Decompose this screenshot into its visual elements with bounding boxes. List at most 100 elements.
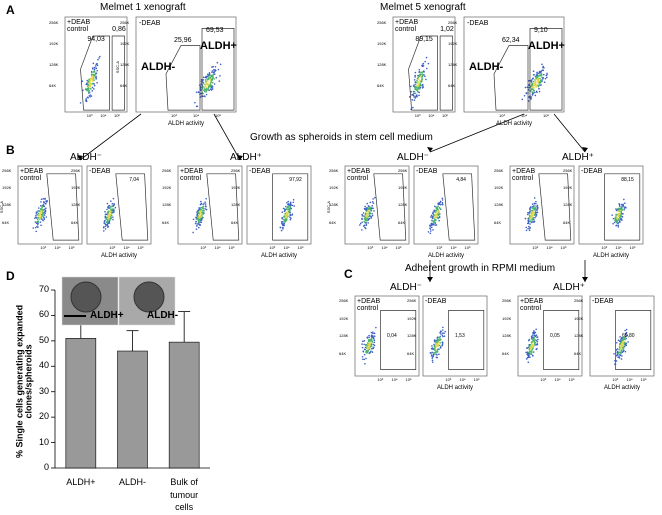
gate-value: 4,84 [456,177,466,183]
event-dot [366,213,369,216]
event-dot [108,204,110,207]
x-tick-label: 10⁴ [521,113,528,118]
event-dot [433,205,436,208]
event-dot [37,222,39,224]
y-tick-label: 128K [329,202,339,208]
event-dot [621,337,623,340]
event-dot [617,213,619,215]
event-dot [365,357,367,360]
event-dot [622,348,624,350]
x-tick-label: 10⁵ [113,113,121,118]
event-dot [364,212,367,214]
event-dot [534,94,537,97]
event-dot [531,82,534,85]
gate [529,28,563,111]
x-tick-label: 10⁴ [214,245,221,250]
event-dot [39,208,42,210]
event-dot [104,216,107,219]
event-dot [107,215,109,217]
event-dot [203,87,206,89]
event-dot [371,201,374,203]
event-dot [283,210,286,213]
event-dot [429,225,432,228]
event-dot [281,211,283,214]
event-dot [196,211,198,213]
event-dot [293,205,296,207]
event-dot [435,207,438,210]
event-dot [413,84,415,86]
panel-label: D [6,269,15,283]
event-dot [370,331,373,334]
x-tick-label: 10³ [377,377,384,382]
event-dot [541,78,544,80]
event-dot [615,360,618,362]
y-axis-label: % Single cells generating expanded clone… [14,304,34,458]
event-dot [362,212,365,214]
event-dot [94,65,97,67]
event-dot [531,341,533,343]
event-dot [414,76,416,78]
event-dot [434,211,437,213]
event-dot [79,102,82,104]
event-dot [106,221,108,224]
event-dot [524,217,527,220]
event-dot [535,200,537,203]
event-dot [289,218,292,221]
x-axis-label: ALDH activity [604,385,641,391]
y-tick-label: 192K [574,315,584,321]
y-tick-label: 60 [38,309,49,320]
event-dot [113,204,115,207]
event-dot [413,86,416,88]
y-tick-label: 256K [162,168,172,174]
event-dot [525,226,528,229]
event-dot [43,200,45,203]
gate [604,173,641,241]
event-dot [534,216,536,219]
plot-frame [135,16,237,113]
event-dot [112,218,114,221]
event-dot [365,224,368,226]
event-dot [441,329,444,331]
event-dot [615,354,618,357]
event-dot [436,354,438,356]
event-dot [436,208,439,211]
event-dot [415,95,417,98]
event-dot [528,80,530,82]
event-dot [204,208,206,210]
event-dot [529,346,532,349]
event-dot [531,221,534,223]
x-tick-label: 10⁵ [473,377,480,382]
event-dot [619,348,621,350]
event-dot [85,99,87,102]
event-dot [112,216,114,218]
event-dot [612,217,615,220]
event-dot [198,223,200,225]
y-tick-label: 192K [329,185,339,191]
event-dot [205,208,208,211]
event-dot [410,85,412,88]
event-dot [280,221,283,223]
x-tick-label: 10⁴ [459,377,466,382]
x-axis-label: ALDH activity [168,121,205,127]
event-dot [367,350,369,353]
x-tick-label: 10³ [601,245,608,250]
y-tick-label: 64K [494,219,502,225]
event-dot [112,211,114,214]
event-dot [200,215,202,218]
y-tick-label: 64K [398,219,406,225]
event-dot [361,355,364,358]
event-dot [371,351,374,353]
event-dot [375,326,377,329]
x-axis-label: ALDH activity [428,253,465,259]
event-dot [528,229,531,232]
event-dot [438,336,440,339]
event-dot [92,88,95,90]
event-dot [443,335,446,337]
event-dot [205,82,207,84]
plot-frame [246,165,312,245]
event-dot [532,205,535,207]
gate-value: 69,53 [206,27,224,34]
event-dot [88,95,91,97]
